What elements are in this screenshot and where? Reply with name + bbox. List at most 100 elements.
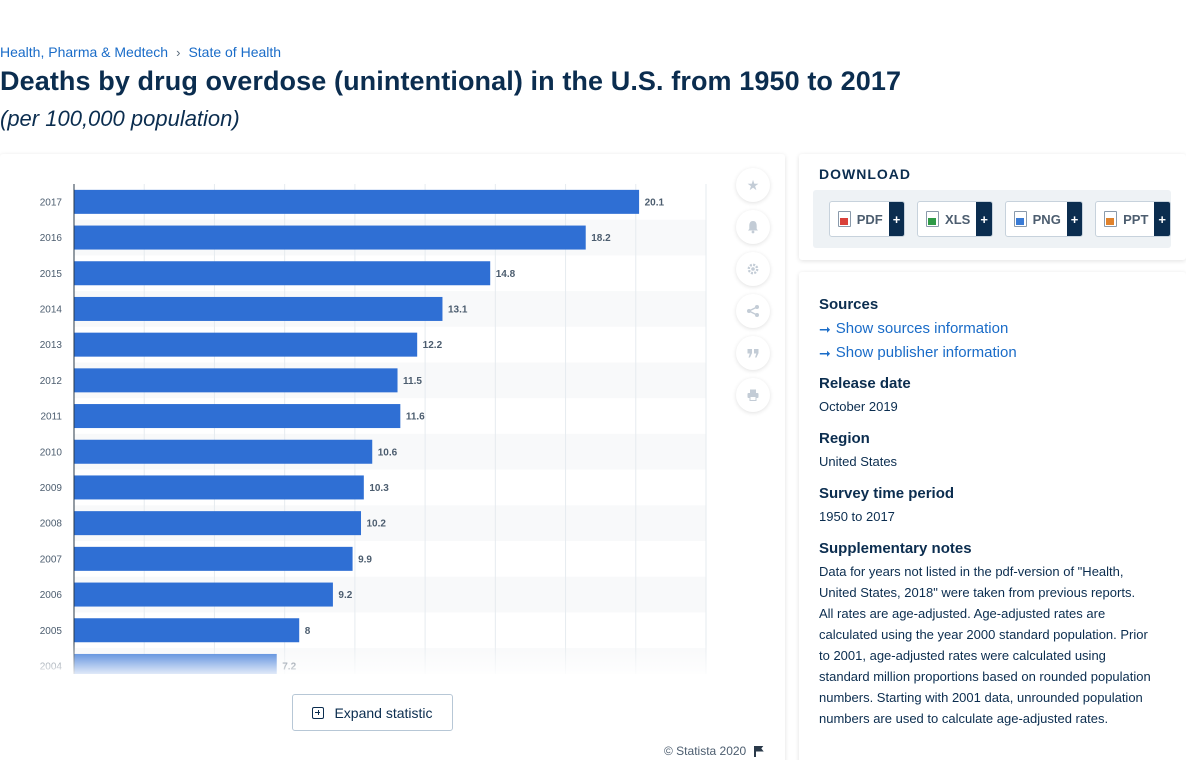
- data-label: 13.1: [448, 304, 468, 315]
- category-tick-label: 2016: [40, 233, 63, 244]
- copyright-text: © Statista 2020: [664, 744, 747, 758]
- show-publisher-link[interactable]: ➞ Show publisher information: [819, 341, 1159, 365]
- download-ppt-button[interactable]: PPT +: [1095, 201, 1171, 237]
- category-tick-label: 2010: [40, 447, 63, 458]
- bar: [74, 582, 333, 607]
- data-label: 18.2: [591, 233, 611, 244]
- expand-statistic-button[interactable]: Expand statistic: [292, 694, 453, 731]
- download-xls-button[interactable]: XLS +: [917, 201, 993, 237]
- category-tick-label: 2013: [40, 340, 63, 351]
- ppt-file-icon: [1104, 211, 1118, 227]
- data-label: 11.6: [406, 412, 425, 423]
- expand-statistic-label: Expand statistic: [334, 704, 433, 721]
- bar: [74, 332, 418, 357]
- category-tick-label: 2005: [40, 626, 63, 637]
- release-date-heading: Release date: [819, 375, 911, 392]
- xls-file-icon: [926, 211, 940, 227]
- chart-card: 2017 20.1 2016 18.2 2015 14.8 2014 13.1 2013 12.2…: [0, 154, 785, 760]
- pdf-file-icon: [838, 211, 851, 227]
- bar: [74, 296, 443, 321]
- download-title: DOWNLOAD: [819, 166, 911, 182]
- bar: [74, 368, 398, 393]
- category-tick-label: 2017: [40, 197, 63, 208]
- png-file-icon: [1013, 211, 1027, 227]
- category-tick-label: 2012: [40, 376, 63, 387]
- data-label: 11.5: [403, 376, 422, 387]
- data-label: 14.8: [496, 269, 516, 280]
- category-tick-label: 2015: [40, 269, 63, 280]
- region-heading: Region: [819, 430, 870, 447]
- share-icon[interactable]: [736, 294, 770, 328]
- download-pdf-button[interactable]: PDF +: [829, 201, 906, 237]
- data-label: 10.2: [367, 519, 387, 530]
- supplementary-note-2: All rates are age-adjusted. Age-adjusted…: [819, 606, 1151, 726]
- plus-icon: +: [976, 202, 992, 236]
- copyright-notice: © Statista 2020: [664, 744, 765, 758]
- category-tick-label: 2004: [40, 661, 63, 672]
- survey-period-value: 1950 to 2017: [819, 509, 895, 524]
- bar: [74, 475, 364, 500]
- info-content: Sources ➞ Show sources information ➞ Sho…: [819, 296, 1159, 729]
- flag-icon[interactable]: [754, 745, 765, 757]
- bar: [74, 546, 353, 571]
- category-tick-label: 2014: [40, 304, 63, 315]
- bar: [74, 189, 640, 214]
- bar: [74, 439, 373, 464]
- bar: [74, 618, 300, 643]
- category-tick-label: 2006: [40, 590, 63, 601]
- supplementary-note-1: Data for years not listed in the pdf-ver…: [819, 564, 1136, 600]
- bar: [74, 404, 401, 429]
- breadcrumb-link-state-of-health[interactable]: State of Health: [188, 44, 282, 60]
- plus-icon: +: [1154, 202, 1170, 236]
- show-sources-link[interactable]: ➞ Show sources information: [819, 317, 1159, 341]
- sources-heading: Sources: [819, 296, 879, 313]
- download-options: PDF + XLS + PNG + PPT +: [813, 190, 1171, 248]
- quote-icon[interactable]: [736, 336, 770, 370]
- arrow-right-icon: ➞: [819, 345, 831, 361]
- data-label: 9.9: [358, 554, 372, 565]
- plus-icon: +: [888, 202, 905, 236]
- bar: [74, 225, 586, 250]
- page-title: Deaths by drug overdose (unintentional) …: [0, 66, 902, 96]
- data-label: 10.3: [369, 483, 389, 494]
- data-label: 20.1: [645, 197, 665, 208]
- download-format-label: PPT: [1123, 211, 1149, 227]
- arrow-right-icon: ➞: [819, 321, 831, 337]
- show-sources-label: Show sources information: [835, 320, 1009, 337]
- category-tick-label: 2008: [40, 519, 63, 530]
- download-format-label: XLS: [945, 211, 971, 227]
- expand-icon: [312, 706, 325, 719]
- category-tick-label: 2009: [40, 483, 63, 494]
- data-label: 10.6: [378, 447, 398, 458]
- bar-chart: 2017 20.1 2016 18.2 2015 14.8 2014 13.1 2013 12.2…: [40, 184, 707, 674]
- data-label: 9.2: [338, 590, 352, 601]
- category-tick-label: 2011: [40, 412, 62, 423]
- bar: [74, 653, 277, 674]
- bell-icon[interactable]: [736, 210, 770, 244]
- supplementary-notes-heading: Supplementary notes: [819, 540, 972, 557]
- gear-icon[interactable]: [736, 252, 770, 286]
- download-card: DOWNLOAD PDF + XLS + PNG + PPT +: [799, 154, 1186, 260]
- survey-period-heading: Survey time period: [819, 485, 955, 502]
- breadcrumb-link-health-pharma-medtech[interactable]: Health, Pharma & Medtech: [0, 44, 169, 60]
- chart-toolbar: ★: [736, 168, 774, 420]
- plus-icon: +: [1066, 202, 1083, 236]
- star-icon[interactable]: ★: [736, 168, 770, 202]
- release-date-value: October 2019: [819, 399, 898, 414]
- download-png-button[interactable]: PNG +: [1004, 201, 1084, 237]
- bar: [74, 511, 362, 536]
- download-format-label: PNG: [1032, 211, 1061, 227]
- bar: [74, 261, 491, 286]
- show-publisher-label: Show publisher information: [835, 344, 1017, 361]
- statistic-info-card: Sources ➞ Show sources information ➞ Sho…: [799, 272, 1186, 760]
- region-value: United States: [819, 454, 898, 469]
- download-format-label: PDF: [856, 211, 883, 227]
- data-label: 12.2: [423, 340, 443, 351]
- page-subtitle: (per 100,000 population): [0, 106, 240, 131]
- breadcrumb-separator: ›: [176, 44, 181, 60]
- data-label: 8: [305, 626, 311, 637]
- category-tick-label: 2007: [40, 554, 63, 565]
- print-icon[interactable]: [736, 378, 770, 412]
- breadcrumb: Health, Pharma & Medtech › State of Heal…: [0, 44, 281, 60]
- data-label: 7.2: [282, 661, 296, 672]
